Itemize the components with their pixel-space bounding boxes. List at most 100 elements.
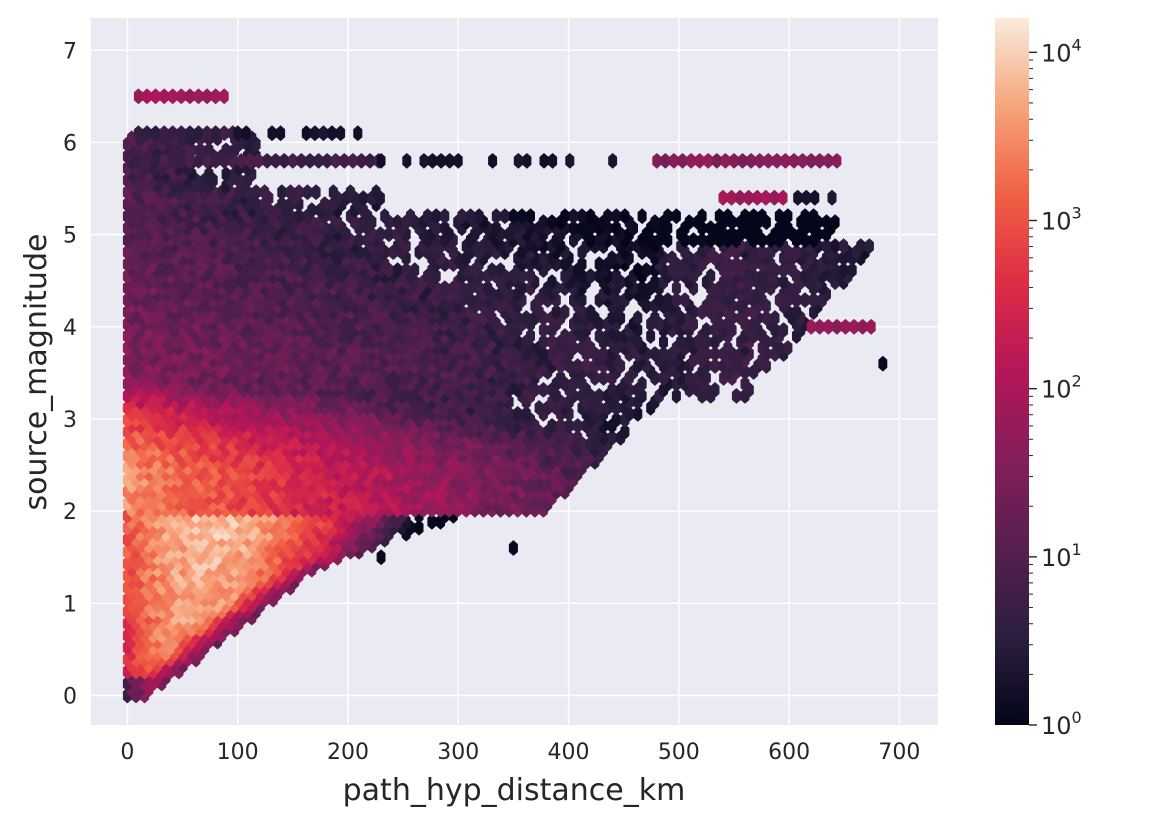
hexbin-cell	[176, 88, 186, 105]
hexbin-cell	[671, 208, 681, 225]
hexbin-cell	[194, 125, 203, 142]
hexbin-cell	[792, 304, 801, 320]
hexbin-cell	[185, 125, 195, 142]
hexbin-cell	[684, 334, 694, 350]
hexbin-cell	[755, 153, 765, 169]
hexbin-cell	[211, 88, 221, 105]
hexbin-cell	[720, 153, 730, 169]
hexbin-cell	[676, 334, 686, 350]
hexbin-cell	[202, 125, 212, 142]
hexbin-cell	[793, 189, 803, 206]
hexbin-cell	[586, 208, 596, 225]
hexbin-cell	[547, 274, 557, 290]
hexbin-cell	[168, 88, 178, 105]
hexbin-cell	[689, 232, 698, 249]
hexbin-cell	[650, 214, 660, 231]
hexbin-cell	[633, 406, 643, 422]
hexbin-cell	[762, 310, 771, 326]
hexbin-cell	[185, 88, 195, 105]
hexbin-cell	[769, 189, 779, 206]
hexbin-cell	[659, 334, 668, 350]
hexbin-cell	[142, 88, 152, 105]
hexbin-cell	[611, 412, 621, 428]
hexbin-cell	[320, 196, 330, 213]
hexbin-cell	[858, 318, 868, 335]
hexbin-cell	[194, 88, 203, 105]
hexbin-cell	[729, 153, 739, 169]
hexbin-cell	[419, 153, 429, 169]
hexbin-cell	[319, 125, 328, 142]
hexbin-cell	[221, 166, 231, 183]
hexbin-cell	[538, 214, 548, 231]
hexbin-cell	[757, 244, 767, 260]
hexbin-cell	[539, 153, 549, 169]
hexbin-cell	[714, 208, 724, 225]
hexbin-cell	[491, 220, 501, 237]
hexbin-cell	[307, 202, 317, 219]
hexbin-cell	[142, 153, 152, 169]
hexbin-cell	[772, 153, 782, 169]
hexbin-cell	[646, 328, 656, 344]
hexbin-cell	[706, 220, 716, 237]
hexbin-cell	[393, 262, 403, 278]
hexbin-cell	[294, 208, 304, 225]
hexbin-cell	[864, 238, 874, 254]
hexbin-cell	[809, 208, 819, 225]
hexbin-cell	[151, 153, 161, 169]
hexbin-cell	[607, 250, 617, 266]
hexbin-cell	[878, 355, 888, 372]
x-axis-label: path_hyp_distance_km	[343, 773, 686, 808]
hexbin-cell	[573, 430, 583, 446]
hexbin-cell	[856, 238, 866, 254]
hexbin-cell	[774, 208, 784, 225]
hexbin-cell	[783, 340, 793, 356]
hexbin-cell	[830, 214, 840, 231]
hexbin-cell	[822, 214, 831, 231]
hexbin-cell	[301, 125, 311, 142]
hexbin-cell	[547, 214, 557, 231]
hexbin-cell	[669, 153, 679, 169]
hexbin-cell	[556, 418, 566, 434]
hexbin-cell	[393, 214, 403, 231]
hexbin-cell	[526, 268, 535, 284]
hexbin-cell	[241, 125, 251, 142]
hexbin-cell	[654, 292, 664, 308]
hexbin-cell	[792, 244, 801, 260]
hexbin-cell	[832, 318, 842, 335]
hexbin-cell	[671, 292, 681, 308]
hexbin-cell	[311, 184, 321, 201]
hexbin-cell	[608, 153, 618, 169]
hexbin-cell	[761, 189, 771, 206]
hexbin-cell	[560, 328, 570, 344]
colorbar-tick-label: 101	[1041, 540, 1082, 572]
hexbin-cell	[740, 376, 750, 392]
hexbin-cell	[345, 184, 355, 201]
hexbin-cell	[305, 153, 315, 169]
hexbin-cell	[354, 232, 364, 249]
x-tick-label: 0	[120, 740, 134, 765]
hexbin-cell	[547, 418, 557, 434]
y-tick-label: 7	[63, 39, 77, 64]
hexbin-cell	[517, 208, 527, 225]
hexbin-cell	[551, 304, 561, 320]
hexbin-cell	[633, 262, 643, 278]
hexbin-cell	[445, 153, 455, 169]
hexbin-cell	[633, 310, 643, 326]
hexbin-cell	[487, 262, 497, 278]
hexbin-cell	[581, 358, 591, 374]
hexbin-cell	[839, 238, 849, 254]
hexbin-cell	[607, 382, 617, 398]
hexbin-cell	[436, 153, 446, 169]
hexbin-cell	[277, 196, 287, 213]
hexbin-cell	[440, 220, 450, 237]
hexbin-cell	[401, 262, 411, 278]
hexbin-cell	[740, 208, 750, 225]
hexbin-cell	[594, 388, 604, 404]
hexbin-cell	[712, 153, 722, 169]
colorbar-tick-label: 104	[1041, 35, 1082, 67]
hexbin-cell	[695, 153, 705, 169]
hexbin-cell	[267, 125, 277, 142]
hexbin-cell	[513, 153, 523, 169]
hexbin-cell	[569, 208, 578, 225]
hexbin-cell	[431, 208, 441, 225]
